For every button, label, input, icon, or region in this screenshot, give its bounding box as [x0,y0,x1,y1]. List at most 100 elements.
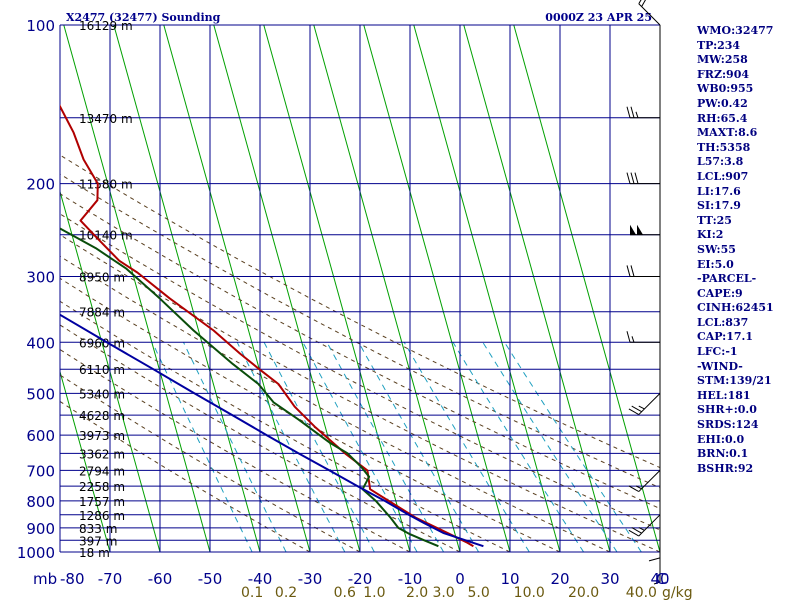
stat-line: LCL:837 [697,315,749,329]
stat-line: EI:5.0 [697,257,734,271]
mixing-ratio-label: 0.1 [241,585,263,600]
temperature-tick-label: 30 [600,570,619,588]
stat-line: TP:234 [697,38,741,52]
isotherm-line [313,25,461,552]
temperature-tick-label: 40 [650,570,669,588]
wind-barb-pennant [630,224,636,235]
isotherm-line [60,369,111,552]
height-label: 4628 m [79,409,125,423]
temperature-tick-label: 20 [550,570,569,588]
stat-line: TT:25 [697,213,732,227]
height-label: 13470 m [79,112,133,126]
height-label: 6110 m [79,363,125,377]
stat-line: RH:65.4 [697,111,748,125]
stat-line: HEL:181 [697,388,751,402]
stat-line: SI:17.9 [697,199,741,213]
chart-title: X2477 (32477) Sounding [66,11,221,24]
wind-barb [626,331,660,343]
wind-barb-halfflag [635,485,642,490]
temperature-tick-label: -50 [198,570,223,588]
height-label: 8950 m [79,270,125,284]
mixing-ratio-line [482,342,618,552]
height-label: 2258 m [79,480,125,494]
mixing-ratio-label: 3.0 [432,585,454,600]
wind-barb [626,106,660,119]
wind-barb-flag [631,527,642,534]
stat-line: PW:0.42 [697,96,748,110]
isotherm-line [513,25,660,552]
temperature-tick-label: -40 [248,570,273,588]
stat-line: CAPE:9 [697,286,743,300]
wind-barb-flag [638,0,642,5]
wind-barb-flag [628,529,640,537]
stat-line: SHR+:0.0 [697,403,757,417]
mixing-ratio-line [151,342,253,552]
stat-line: TH:5358 [697,140,751,154]
wind-barb-halfflag [638,405,645,410]
stat-line: CINH:62451 [697,301,774,315]
mixing-ratio-label: 0.2 [275,585,297,600]
chart-time: 0000Z 23 APR 25 [545,11,652,24]
wind-barb [630,224,660,236]
temperature-tick-label: 10 [500,570,519,588]
wind-barb-flag [648,557,661,562]
height-label: 16129 m [79,19,133,33]
wind-barb-flag [626,172,631,184]
wind-barb-flag [628,408,640,416]
wind-barb [628,514,661,537]
wind-barb-flag [626,106,631,118]
stat-line: LCL:907 [697,169,749,183]
height-label: 5340 m [79,387,125,401]
stat-line: FRZ:904 [697,67,750,81]
mixing-ratio-line [236,342,346,552]
wind-barb-staff [638,3,661,26]
height-label: 1757 m [79,495,125,509]
wind-barb-staff [638,514,661,537]
height-label: 10140 m [79,229,133,243]
mixing-ratio-unit-label: g/kg [662,585,693,600]
stat-line: WB0:955 [697,82,754,96]
pressure-unit-label: mb [33,570,57,588]
temperature-line [60,104,474,548]
wind-barb [628,470,661,493]
height-label: 11580 m [79,178,133,192]
pressure-tick-label: 900 [26,520,55,538]
wind-barb-flag [628,485,640,493]
temperature-tick-label: -80 [60,570,85,588]
temperature-unit-label: C [656,570,666,588]
stat-line: EHI:0.0 [697,432,745,446]
dewpoint-line [60,227,439,548]
wind-barb-flag [630,172,635,184]
wind-barb-flag [630,265,635,277]
wind-barb-halfflag [631,336,635,343]
wind-barb-flag [626,331,631,343]
mixing-ratio-label: 20.0 [568,585,599,600]
wind-barb-staff [638,470,661,492]
height-label: 7884 m [79,306,125,320]
pressure-tick-label: 200 [26,176,55,194]
pressure-tick-label: 100 [26,17,55,35]
stat-line: STM:139/21 [697,374,772,388]
mixing-ratio-label: 1.0 [363,585,385,600]
pressure-tick-label: 700 [26,462,55,480]
wind-barb-halfflag [638,527,645,531]
temperature-tick-label: -70 [98,570,123,588]
isotherm-line [263,25,411,552]
isotherm-line [60,189,161,552]
wind-barb [653,552,661,585]
pressure-tick-label: 300 [26,268,55,286]
stats-panel: WMO:32477 TP:234 MW:258 FRZ:904 WB0:955 PW:0.… [697,24,797,476]
height-label: 3973 m [79,429,125,443]
isotherm-line [463,25,611,552]
dry-adiabat-line [60,348,411,552]
stat-line: -PARCEL- [697,272,757,286]
mixing-ratio-line [504,342,642,552]
wind-barb-flag [631,405,642,413]
pressure-tick-label: 1000 [17,544,55,562]
isotherm-line [413,25,561,552]
mixing-ratio-label: 10.0 [514,585,545,600]
mixing-ratio-line [183,342,287,552]
mixing-ratio-label: 2.0 [406,585,428,600]
stat-line: L57:3.8 [697,155,744,169]
isotherm-line [63,25,211,552]
